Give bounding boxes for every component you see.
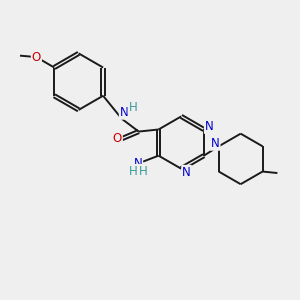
Text: N: N xyxy=(182,166,191,179)
Text: H: H xyxy=(129,101,137,114)
Text: O: O xyxy=(113,132,122,145)
Text: N: N xyxy=(120,106,128,119)
Text: N: N xyxy=(134,158,142,170)
Text: O: O xyxy=(32,51,41,64)
Text: N: N xyxy=(211,137,220,150)
Text: H: H xyxy=(129,165,138,178)
Text: H: H xyxy=(139,165,148,178)
Text: N: N xyxy=(205,120,214,133)
